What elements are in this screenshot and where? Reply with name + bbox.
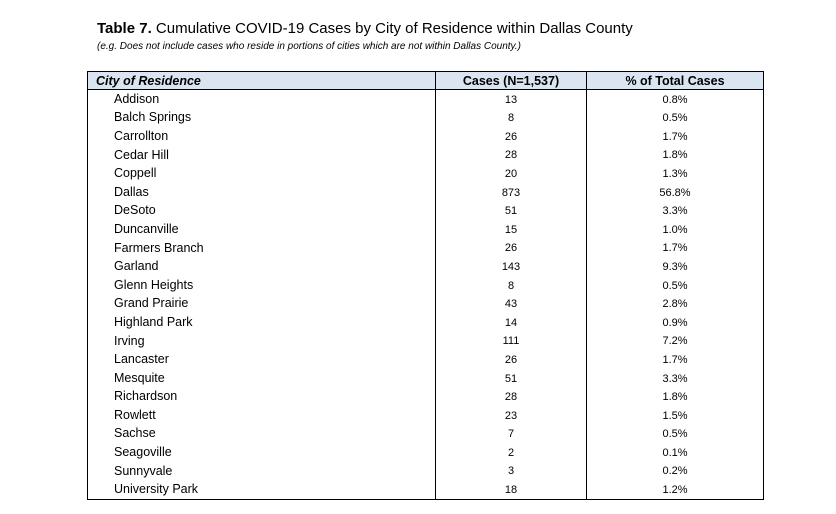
cases-cell: 143 [435,257,587,276]
percent-cell: 1.5% [586,406,764,425]
percent-cell: 0.5% [586,424,764,444]
table-row: Garland 143 9.3% [87,257,764,276]
percent-cell: 1.7% [586,350,764,369]
table-subtitle: (e.g. Does not include cases who reside … [97,41,521,52]
city-cell: Grand Prairie [87,294,436,314]
percent-cell: 1.8% [586,145,764,165]
cases-cell: 28 [435,145,587,165]
table-body: Addison 13 0.8% Balch Springs 8 0.5% Car… [87,89,764,501]
city-cell: Lancaster [87,350,436,369]
table-row: Balch Springs 8 0.5% [87,108,764,128]
table-title-text: Cumulative COVID-19 Cases by City of Res… [155,20,633,37]
cases-cell: 26 [435,127,587,146]
cases-cell: 8 [435,275,587,295]
cases-cell: 51 [435,368,587,388]
cases-cell: 8 [435,108,587,128]
city-cell: DeSoto [87,201,436,221]
table-row: Farmers Branch 26 1.7% [87,238,764,258]
percent-cell: 1.7% [586,127,764,146]
table-row: DeSoto 51 3.3% [87,201,764,221]
cases-cell: 3 [435,461,587,481]
table-row: Glenn Heights 8 0.5% [87,275,764,295]
percent-cell: 1.8% [586,387,764,407]
cases-cell: 28 [435,387,587,407]
cases-cell: 7 [435,424,587,444]
city-cell: Richardson [87,387,436,407]
cases-cell: 111 [435,331,587,351]
city-cell: Balch Springs [87,108,436,128]
table-header-row: City of Residence Cases (N=1,537) % of T… [87,71,764,90]
table-row: Sachse 7 0.5% [87,424,764,444]
cases-cell: 2 [435,443,587,462]
city-cell: Farmers Branch [87,238,436,258]
percent-cell: 0.9% [586,313,764,332]
table-row: Sunnyvale 3 0.2% [87,461,764,481]
percent-cell: 7.2% [586,331,764,351]
table-row: Carrollton 26 1.7% [87,127,764,146]
city-cell: Rowlett [87,406,436,425]
percent-cell: 1.2% [586,480,764,501]
city-cell: Cedar Hill [87,145,436,165]
cases-cell: 15 [435,220,587,239]
table-row: Duncanville 15 1.0% [87,220,764,239]
cases-cell: 13 [435,89,587,109]
percent-cell: 0.5% [586,275,764,295]
cases-cell: 51 [435,201,587,221]
cases-cell: 26 [435,350,587,369]
city-cell: Garland [87,257,436,276]
table-row: Irving 111 7.2% [87,331,764,351]
percent-cell: 1.3% [586,164,764,183]
column-header-cases: Cases (N=1,537) [435,71,587,90]
city-cell: Addison [87,89,436,109]
cases-cell: 20 [435,164,587,183]
table-number: Table 7. [97,20,152,37]
column-header-percent: % of Total Cases [586,71,764,90]
table-row: University Park 18 1.2% [87,480,764,501]
city-cell: Coppell [87,164,436,183]
table-row: Richardson 28 1.8% [87,387,764,407]
table-title: Table 7. Cumulative COVID-19 Cases by Ci… [97,20,633,38]
percent-cell: 1.7% [586,238,764,258]
percent-cell: 0.5% [586,108,764,128]
percent-cell: 0.2% [586,461,764,481]
cases-cell: 23 [435,406,587,425]
percent-cell: 56.8% [586,182,764,202]
table-row: Rowlett 23 1.5% [87,406,764,425]
city-cell: Seagoville [87,443,436,462]
percent-cell: 1.0% [586,220,764,239]
cases-cell: 873 [435,182,587,202]
city-cell: Irving [87,331,436,351]
percent-cell: 2.8% [586,294,764,314]
table-row: Mesquite 51 3.3% [87,368,764,388]
city-cell: Dallas [87,182,436,202]
city-cell: Carrollton [87,127,436,146]
city-cell: University Park [87,480,436,501]
city-cell: Glenn Heights [87,275,436,295]
city-cell: Highland Park [87,313,436,332]
percent-cell: 3.3% [586,368,764,388]
cases-cell: 18 [435,480,587,501]
cases-by-city-table: City of Residence Cases (N=1,537) % of T… [87,71,764,501]
city-cell: Mesquite [87,368,436,388]
city-cell: Sunnyvale [87,461,436,481]
table-row: Coppell 20 1.3% [87,164,764,183]
percent-cell: 9.3% [586,257,764,276]
table-row: Grand Prairie 43 2.8% [87,294,764,314]
table-row: Cedar Hill 28 1.8% [87,145,764,165]
table-row: Highland Park 14 0.9% [87,313,764,332]
percent-cell: 0.1% [586,443,764,462]
cases-cell: 14 [435,313,587,332]
percent-cell: 3.3% [586,201,764,221]
cases-cell: 43 [435,294,587,314]
column-header-city: City of Residence [87,71,436,90]
table-row: Lancaster 26 1.7% [87,350,764,369]
city-cell: Sachse [87,424,436,444]
cases-cell: 26 [435,238,587,258]
city-cell: Duncanville [87,220,436,239]
table-row: Seagoville 2 0.1% [87,443,764,462]
table-row: Dallas 873 56.8% [87,182,764,202]
percent-cell: 0.8% [586,89,764,109]
table-row: Addison 13 0.8% [87,89,764,109]
